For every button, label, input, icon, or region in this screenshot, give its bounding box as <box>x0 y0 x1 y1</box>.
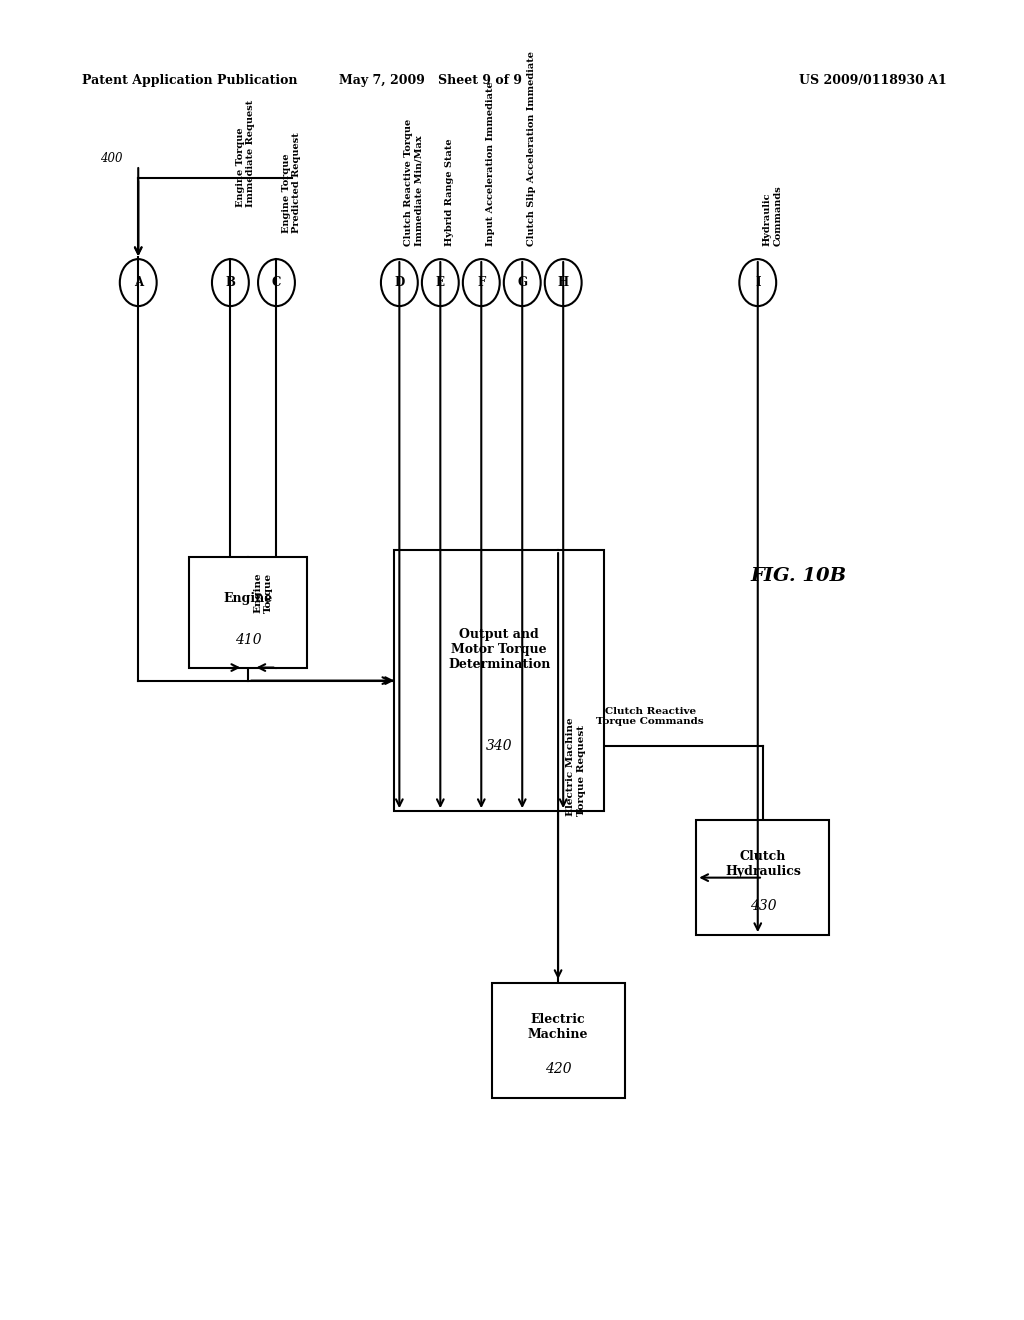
Text: A: A <box>134 276 142 289</box>
Text: FIG. 10B: FIG. 10B <box>751 568 847 585</box>
Text: I: I <box>755 276 761 289</box>
Text: Clutch Reactive
Torque Commands: Clutch Reactive Torque Commands <box>596 708 705 726</box>
Text: Electric
Machine: Electric Machine <box>527 1012 589 1041</box>
Text: Engine Torque
Predicted Request: Engine Torque Predicted Request <box>282 132 301 234</box>
Text: May 7, 2009   Sheet 9 of 9: May 7, 2009 Sheet 9 of 9 <box>339 74 521 87</box>
Text: 430: 430 <box>750 899 776 913</box>
Text: Patent Application Publication: Patent Application Publication <box>82 74 297 87</box>
Text: Clutch Reactive Torque
Immediate Min/Max: Clutch Reactive Torque Immediate Min/Max <box>404 119 424 246</box>
Text: Engine
Torque: Engine Torque <box>254 572 272 612</box>
Text: C: C <box>271 276 282 289</box>
Text: Output and
Motor Torque
Determination: Output and Motor Torque Determination <box>449 628 550 671</box>
FancyBboxPatch shape <box>696 820 829 935</box>
FancyBboxPatch shape <box>492 983 625 1098</box>
Text: D: D <box>394 276 404 289</box>
Text: Clutch Slip Acceleration Immediate: Clutch Slip Acceleration Immediate <box>527 51 537 246</box>
Text: H: H <box>558 276 568 289</box>
Text: Engine Torque
Immediate Request: Engine Torque Immediate Request <box>236 100 255 207</box>
Text: Clutch
Hydraulics: Clutch Hydraulics <box>725 850 801 878</box>
Text: US 2009/0118930 A1: US 2009/0118930 A1 <box>799 74 946 87</box>
Text: 410: 410 <box>234 632 262 647</box>
Text: F: F <box>477 276 485 289</box>
Text: 420: 420 <box>545 1063 571 1076</box>
Text: Engine: Engine <box>223 593 273 606</box>
Text: 400: 400 <box>100 152 123 165</box>
Text: Hybrid Range State: Hybrid Range State <box>445 139 455 246</box>
Text: Hydraulic
Commands: Hydraulic Commands <box>763 185 782 246</box>
Text: E: E <box>436 276 444 289</box>
Text: G: G <box>517 276 527 289</box>
FancyBboxPatch shape <box>394 550 604 810</box>
Text: B: B <box>225 276 236 289</box>
FancyBboxPatch shape <box>189 557 307 668</box>
Text: Electric Machine
Torque Request: Electric Machine Torque Request <box>566 717 586 816</box>
Text: Input Acceleration Immediate: Input Acceleration Immediate <box>486 82 496 246</box>
Text: 340: 340 <box>485 739 513 752</box>
